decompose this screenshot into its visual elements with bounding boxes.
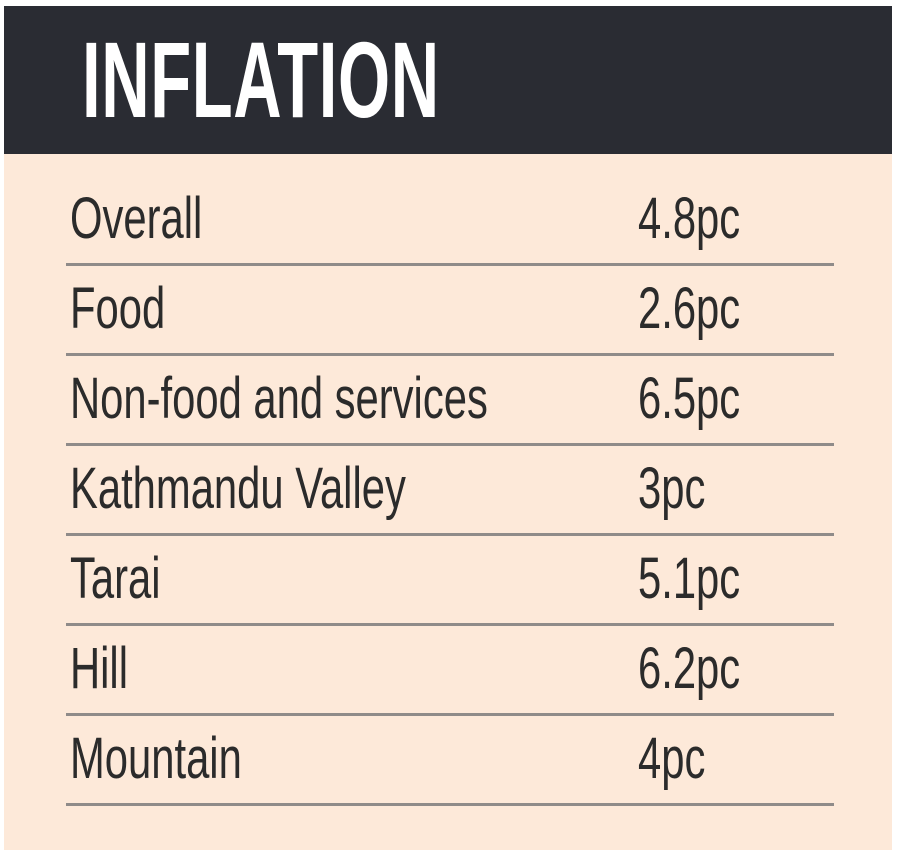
header-bar: INFLATION [4,6,892,154]
row-label: Non-food and services [70,366,488,431]
row-label: Hill [70,636,128,701]
table-row: Tarai 5.1pc [66,536,834,626]
row-value: 6.2pc [638,636,741,701]
row-value: 4pc [638,726,706,791]
table-row: Kathmandu Valley 3pc [66,446,834,536]
inflation-table: Overall 4.8pc Food 2.6pc Non-food and se… [66,176,834,806]
title: INFLATION [82,19,440,140]
inflation-card: INFLATION Overall 4.8pc Food 2.6pc Non-f… [4,6,892,850]
row-value: 6.5pc [638,366,741,431]
table-row: Non-food and services 6.5pc [66,356,834,446]
table-row: Overall 4.8pc [66,176,834,266]
row-label: Tarai [70,546,161,611]
row-value: 3pc [638,456,706,521]
row-label: Mountain [70,726,242,791]
table-row: Food 2.6pc [66,266,834,356]
row-value: 2.6pc [638,276,741,341]
row-value: 5.1pc [638,546,741,611]
table-row: Hill 6.2pc [66,626,834,716]
row-label: Overall [70,186,203,251]
row-label: Kathmandu Valley [70,456,406,521]
row-value: 4.8pc [638,186,741,251]
row-label: Food [70,276,166,341]
table-row: Mountain 4pc [66,716,834,806]
